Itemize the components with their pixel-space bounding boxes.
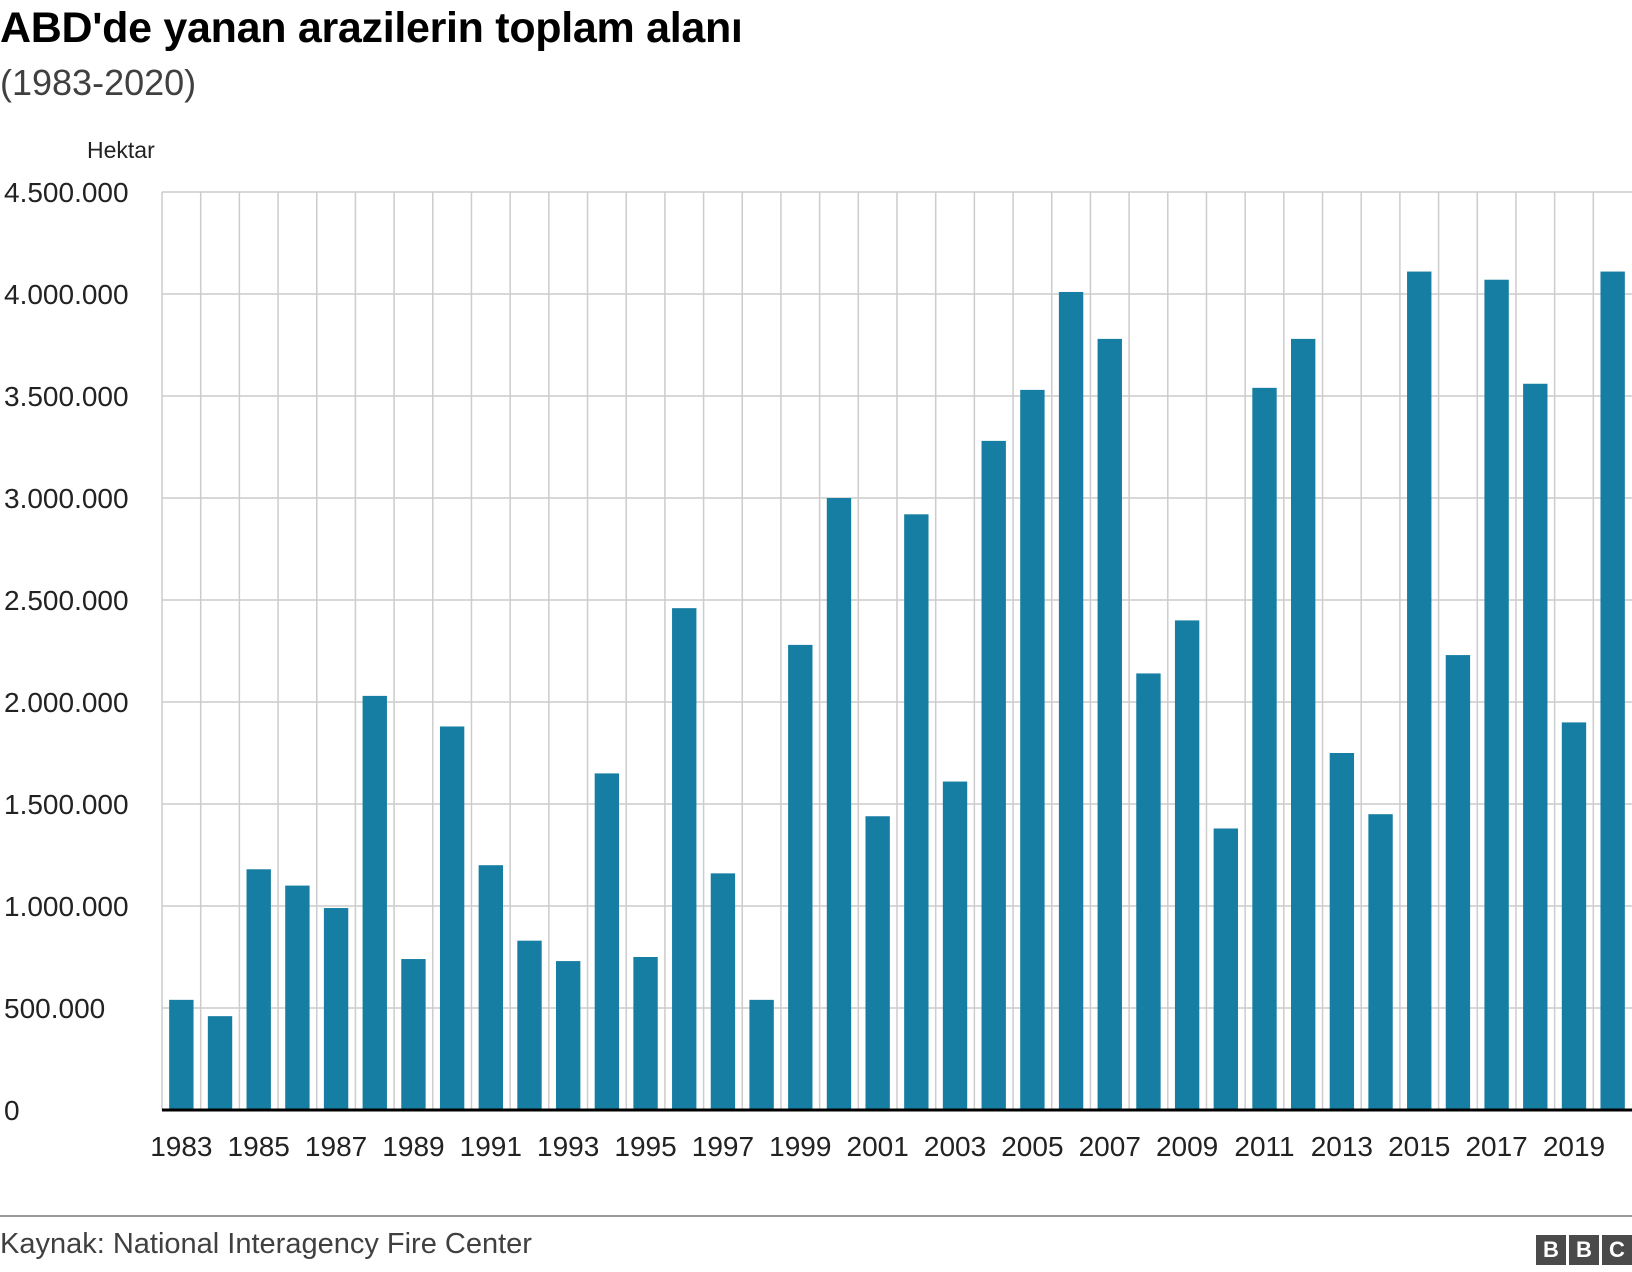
bar-1986 xyxy=(285,885,310,1110)
x-tick-label: 1991 xyxy=(460,1131,522,1162)
bar-1998 xyxy=(749,999,774,1110)
bar-2007 xyxy=(1097,338,1122,1110)
x-tick-label: 1987 xyxy=(305,1131,367,1162)
y-tick-label: 2.500.000 xyxy=(4,585,129,616)
bar-1999 xyxy=(788,644,813,1110)
bar-2005 xyxy=(1020,389,1045,1110)
x-tick-label: 2013 xyxy=(1311,1131,1373,1162)
bar-2017 xyxy=(1484,279,1509,1111)
bar-1988 xyxy=(362,695,387,1110)
bar-2002 xyxy=(904,514,929,1110)
logo-letter: B xyxy=(1536,1235,1566,1265)
bar-2001 xyxy=(865,816,890,1110)
bar-2012 xyxy=(1290,338,1316,1110)
source-note: Kaynak: National Interagency Fire Center xyxy=(0,1228,532,1260)
bar-1989 xyxy=(401,959,426,1110)
bar-2020 xyxy=(1600,271,1625,1110)
footer-divider xyxy=(0,1215,1632,1217)
y-tick-label: 0 xyxy=(4,1095,20,1126)
bar-2000 xyxy=(826,498,852,1110)
grid-lines xyxy=(161,191,1632,1110)
bar-2003 xyxy=(942,781,968,1110)
x-tick-label: 2015 xyxy=(1388,1131,1450,1162)
bar-2004 xyxy=(981,440,1006,1110)
bar-1992 xyxy=(517,940,542,1110)
x-tick-label: 1985 xyxy=(228,1131,290,1162)
bar-2010 xyxy=(1213,828,1239,1110)
logo-letter: B xyxy=(1569,1235,1599,1265)
y-tick-label: 1.500.000 xyxy=(4,789,129,820)
x-tick-label: 2017 xyxy=(1465,1131,1527,1162)
y-tick-label: 1.000.000 xyxy=(4,891,129,922)
x-tick-label: 1997 xyxy=(692,1131,754,1162)
x-tick-label: 1995 xyxy=(614,1131,676,1162)
y-tick-label: 4.000.000 xyxy=(4,279,129,310)
x-tick-label: 2005 xyxy=(1001,1131,1063,1162)
x-tick-label: 2019 xyxy=(1543,1131,1605,1162)
y-tick-label: 3.000.000 xyxy=(4,483,129,514)
bar-1990 xyxy=(439,726,465,1110)
bar-2016 xyxy=(1445,655,1471,1110)
bar-chart: Hektar 0 500.000 1.000.000 1.500.000 2.000.0… xyxy=(4,137,1632,1162)
x-tick-label: 2009 xyxy=(1156,1131,1218,1162)
x-tick-label: 1983 xyxy=(150,1131,212,1162)
bar-2018 xyxy=(1523,383,1548,1110)
bar-1997 xyxy=(710,873,736,1110)
x-tick-label: 1989 xyxy=(382,1131,444,1162)
y-axis-ticks: 0 500.000 1.000.000 1.500.000 2.000.000 2.500… xyxy=(4,177,129,1126)
bar-1993 xyxy=(555,961,581,1110)
x-axis-ticks: 1983 1985 1987 1989 1991 1993 1995 1997 1999 2001… xyxy=(150,1131,1605,1162)
bar-1994 xyxy=(594,773,620,1110)
bar-2014 xyxy=(1368,814,1393,1110)
bar-1985 xyxy=(246,869,271,1110)
chart-subtitle: (1983-2020) xyxy=(0,62,197,103)
logo-letter: C xyxy=(1602,1235,1632,1265)
bar-2013 xyxy=(1329,753,1355,1110)
x-tick-label: 2001 xyxy=(847,1131,909,1162)
chart-title: ABD'de yanan arazilerin toplam alanı xyxy=(0,4,743,52)
bar-1984 xyxy=(207,1016,233,1110)
bar-1983 xyxy=(169,999,194,1110)
bar-2008 xyxy=(1136,673,1161,1110)
bar-2009 xyxy=(1174,620,1200,1110)
bar-1991 xyxy=(478,865,504,1110)
bar-2011 xyxy=(1252,387,1277,1111)
bar-2019 xyxy=(1561,722,1587,1110)
x-tick-label: 2003 xyxy=(924,1131,986,1162)
y-tick-label: 500.000 xyxy=(4,993,105,1024)
x-tick-label: 2007 xyxy=(1079,1131,1141,1162)
y-tick-label: 2.000.000 xyxy=(4,687,129,718)
bar-1995 xyxy=(633,957,658,1110)
bar-2015 xyxy=(1407,271,1432,1110)
y-axis-label: Hektar xyxy=(87,137,155,163)
bbc-logo: B B C xyxy=(1536,1235,1632,1265)
y-tick-label: 4.500.000 xyxy=(4,177,129,208)
bar-2006 xyxy=(1058,291,1084,1111)
bar-1987 xyxy=(323,908,349,1110)
x-tick-label: 2011 xyxy=(1234,1131,1294,1162)
bars xyxy=(169,271,1625,1111)
x-tick-label: 1999 xyxy=(769,1131,831,1162)
x-tick-label: 1993 xyxy=(537,1131,599,1162)
bar-1996 xyxy=(672,608,697,1110)
y-tick-label: 3.500.000 xyxy=(4,381,129,412)
